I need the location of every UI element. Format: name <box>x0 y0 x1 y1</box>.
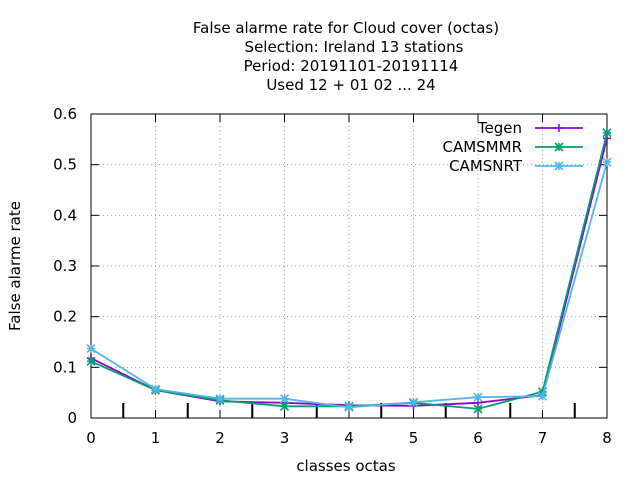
x-tick-label: 6 <box>473 429 483 447</box>
x-tick-label: 8 <box>602 429 612 447</box>
data-point-marker <box>537 391 548 401</box>
data-point-marker <box>602 128 612 138</box>
chart-title-line-3: Period: 20191101-20191114 <box>244 57 459 75</box>
series-layer <box>86 128 612 414</box>
data-point-marker <box>86 356 96 366</box>
legend-item-tegen: Tegen <box>477 119 583 137</box>
y-axis-label: False alarme rate <box>6 201 24 331</box>
data-point-marker <box>279 401 290 411</box>
x-tick-label: 7 <box>538 429 548 447</box>
series-tegen <box>87 134 611 410</box>
chart-title-line-1: False alarme rate for Cloud cover (octas… <box>193 19 499 37</box>
legend-label: Tegen <box>477 119 522 137</box>
data-point-marker <box>473 392 483 402</box>
data-point-marker <box>279 394 290 404</box>
y-tick-label: 0.4 <box>53 206 77 224</box>
x-tick-label: 5 <box>409 429 419 447</box>
data-point-marker <box>408 397 419 407</box>
data-point-marker <box>602 157 612 167</box>
data-point-marker <box>554 161 564 171</box>
grid-lines <box>91 114 607 418</box>
data-point-marker <box>555 124 563 132</box>
x-tick-label: 0 <box>86 429 96 447</box>
data-point-marker <box>215 394 225 404</box>
legend-label: CAMSMMR <box>442 138 522 156</box>
series-camsnrt <box>86 157 612 412</box>
y-tick-label: 0 <box>67 409 77 427</box>
y-tick-label: 0.2 <box>53 308 77 326</box>
data-point-marker <box>473 404 483 414</box>
data-point-marker <box>344 402 354 412</box>
legend-label: CAMSNRT <box>449 157 523 175</box>
x-tick-label: 1 <box>151 429 161 447</box>
data-point-marker <box>86 344 96 354</box>
legend-item-camsmmr: CAMSMMR <box>442 138 583 156</box>
legend-item-camsnrt: CAMSNRT <box>449 157 583 175</box>
y-tick-label: 0.3 <box>53 257 77 275</box>
chart-title-line-4: Used 12 + 01 02 ... 24 <box>266 76 435 94</box>
y-tick-label: 0.1 <box>53 358 77 376</box>
chart-title-line-2: Selection: Ireland 13 stations <box>245 38 464 56</box>
x-tick-label: 4 <box>344 429 354 447</box>
data-point-marker <box>150 384 161 394</box>
x-axis-label: classes octas <box>296 457 396 475</box>
y-tick-label: 0.6 <box>53 105 77 123</box>
axis-ticks: 0 0.1 0.2 0.3 0.4 0.5 0.6 0 1 2 3 4 5 6 7 8 <box>53 105 612 447</box>
data-point-marker <box>554 142 564 152</box>
y-tick-label: 0.5 <box>53 156 77 174</box>
x-tick-label: 3 <box>280 429 290 447</box>
x-tick-label: 2 <box>215 429 225 447</box>
